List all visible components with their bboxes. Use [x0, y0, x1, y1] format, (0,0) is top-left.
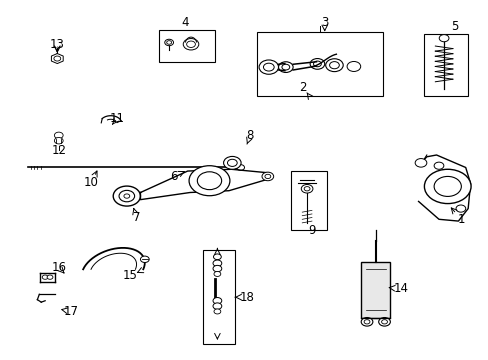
Circle shape: [42, 275, 48, 279]
Circle shape: [378, 318, 389, 326]
Circle shape: [123, 194, 129, 198]
Circle shape: [259, 60, 278, 74]
Text: 11: 11: [109, 112, 124, 125]
Circle shape: [329, 62, 339, 69]
Text: 9: 9: [307, 224, 315, 237]
Circle shape: [433, 176, 460, 197]
Bar: [290, 171, 326, 230]
Bar: [203, 249, 234, 344]
Circle shape: [282, 64, 289, 70]
Circle shape: [54, 138, 63, 144]
Circle shape: [223, 157, 241, 169]
Circle shape: [364, 320, 369, 324]
Circle shape: [183, 39, 199, 50]
Circle shape: [438, 35, 448, 42]
Circle shape: [278, 62, 292, 72]
Text: 18: 18: [239, 291, 254, 304]
Polygon shape: [51, 54, 63, 64]
Circle shape: [213, 260, 222, 266]
Text: 6: 6: [170, 170, 177, 183]
Circle shape: [301, 184, 312, 193]
Polygon shape: [418, 155, 469, 221]
Circle shape: [164, 39, 173, 46]
Circle shape: [186, 41, 195, 48]
Text: 16: 16: [51, 261, 66, 274]
Circle shape: [263, 63, 274, 71]
Circle shape: [213, 297, 222, 304]
Circle shape: [346, 62, 360, 72]
Circle shape: [304, 186, 309, 191]
Text: 2: 2: [299, 81, 306, 94]
Circle shape: [262, 172, 273, 181]
Text: 4: 4: [181, 16, 188, 29]
Circle shape: [197, 172, 221, 190]
Text: 7: 7: [133, 211, 140, 224]
Circle shape: [325, 59, 343, 72]
Text: 5: 5: [450, 20, 457, 33]
Circle shape: [213, 254, 221, 260]
Bar: [361, 262, 389, 318]
Text: 15: 15: [122, 269, 138, 282]
Circle shape: [213, 303, 222, 309]
Circle shape: [113, 186, 140, 206]
Circle shape: [236, 165, 244, 170]
Circle shape: [433, 162, 443, 169]
Circle shape: [54, 56, 61, 61]
Text: 17: 17: [63, 305, 78, 318]
Text: 12: 12: [51, 144, 66, 157]
Circle shape: [213, 265, 222, 272]
Bar: [256, 32, 382, 96]
Circle shape: [309, 59, 324, 69]
Text: 10: 10: [84, 176, 99, 189]
Circle shape: [414, 158, 426, 167]
Circle shape: [313, 61, 321, 67]
Circle shape: [455, 205, 465, 212]
Text: 14: 14: [393, 283, 408, 296]
Circle shape: [54, 132, 63, 139]
Circle shape: [140, 256, 149, 262]
Circle shape: [214, 309, 221, 314]
Text: 3: 3: [321, 16, 328, 29]
Circle shape: [119, 190, 134, 202]
Bar: [424, 33, 467, 96]
Circle shape: [166, 41, 171, 44]
Bar: [159, 30, 215, 62]
Circle shape: [214, 271, 221, 276]
Circle shape: [189, 166, 229, 196]
Circle shape: [424, 169, 470, 203]
Polygon shape: [140, 169, 271, 200]
Circle shape: [227, 159, 237, 166]
Text: 8: 8: [246, 129, 253, 142]
Circle shape: [47, 275, 53, 279]
Circle shape: [381, 320, 386, 324]
Circle shape: [264, 174, 270, 179]
Circle shape: [361, 318, 372, 326]
Text: 13: 13: [50, 38, 64, 51]
Text: 1: 1: [457, 213, 464, 226]
